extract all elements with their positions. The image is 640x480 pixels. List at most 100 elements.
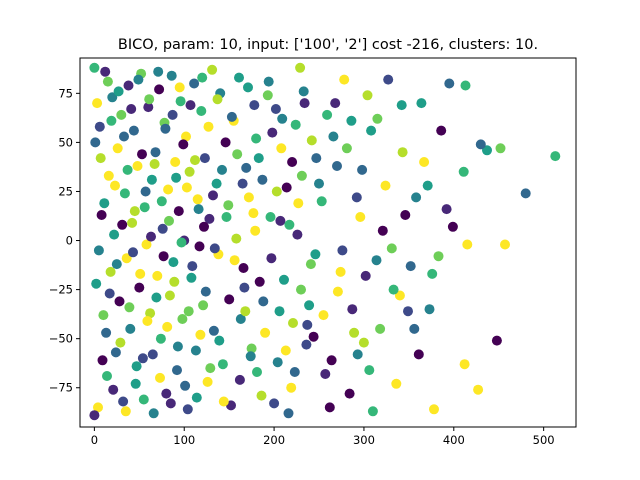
scatter-point xyxy=(208,325,219,336)
scatter-point xyxy=(132,161,143,171)
scatter-point xyxy=(250,225,261,236)
scatter-point xyxy=(462,239,473,250)
scatter-point xyxy=(211,178,222,189)
scatter-point xyxy=(161,388,172,399)
scatter-point xyxy=(229,255,240,266)
scatter-point xyxy=(102,371,112,381)
scatter-point xyxy=(107,92,118,103)
scatter-point xyxy=(155,333,166,344)
scatter-point xyxy=(153,66,164,77)
scatter-point xyxy=(220,137,231,148)
scatter-point xyxy=(113,86,124,97)
scatter-point xyxy=(163,184,174,195)
scatter-point xyxy=(332,161,342,171)
scatter-point xyxy=(314,178,324,189)
scatter-point xyxy=(299,98,310,109)
scatter-point xyxy=(91,278,102,289)
scatter-point xyxy=(383,74,394,85)
scatter-point xyxy=(110,347,121,358)
scatter-point xyxy=(274,306,285,317)
scatter-point xyxy=(269,398,280,409)
scatter-point xyxy=(380,180,391,191)
scatter-point xyxy=(141,239,152,250)
scatter-point xyxy=(262,90,273,101)
scatter-point xyxy=(246,343,257,354)
scatter-point xyxy=(324,402,335,413)
scatter-point xyxy=(550,151,561,162)
scatter-point xyxy=(172,341,183,352)
scatter-point xyxy=(190,155,200,166)
scatter-point xyxy=(89,62,100,73)
scatter-point xyxy=(243,192,254,203)
scatter-point xyxy=(167,109,178,120)
scatter-point xyxy=(286,382,297,393)
scatter-point xyxy=(279,274,289,285)
scatter-point xyxy=(127,217,138,228)
scatter-point xyxy=(375,323,386,334)
scatter-point xyxy=(171,172,182,183)
scatter-point xyxy=(197,72,208,83)
scatter-point xyxy=(151,292,162,303)
scatter-point xyxy=(199,153,210,164)
scatter-point xyxy=(122,164,133,175)
scatter-point xyxy=(105,266,116,277)
scatter-point xyxy=(272,357,283,368)
scatter-point xyxy=(223,200,234,211)
scatter-point xyxy=(89,410,100,421)
scatter-point xyxy=(232,149,243,160)
scatter-point xyxy=(174,82,185,93)
scatter-point xyxy=(185,100,196,111)
scatter-point xyxy=(310,249,321,260)
scatter-point xyxy=(239,282,250,293)
scatter-point xyxy=(357,164,368,175)
scatter-point xyxy=(447,221,458,232)
scatter-point xyxy=(304,300,315,311)
scatter-point xyxy=(311,153,322,164)
scatter-point xyxy=(181,182,192,193)
scatter-point xyxy=(482,145,492,156)
scatter-point xyxy=(424,304,435,315)
scatter-point xyxy=(134,282,145,293)
scatter-point xyxy=(106,115,117,126)
scatter-point xyxy=(117,219,128,230)
scatter-point xyxy=(287,157,298,167)
scatter-point xyxy=(270,104,281,114)
scatter-point xyxy=(352,349,363,360)
scatter-point xyxy=(377,225,388,236)
scatter-point xyxy=(293,198,304,209)
scatter-point xyxy=(144,94,155,105)
scatter-point xyxy=(459,359,470,370)
scatter-point xyxy=(290,119,301,130)
scatter-point xyxy=(388,284,399,295)
scatter-point xyxy=(128,125,139,136)
scatter-point xyxy=(302,319,313,330)
scatter-point xyxy=(119,188,130,199)
scatter-point xyxy=(296,170,307,181)
scatter-point xyxy=(208,190,218,201)
scatter-point xyxy=(120,406,131,417)
scatter-point xyxy=(260,327,271,338)
scatter-point xyxy=(150,147,161,158)
scatter-point xyxy=(221,212,232,222)
scatter-point xyxy=(94,121,105,132)
scatter-point xyxy=(173,206,184,217)
y-tick-label: −75 xyxy=(49,381,73,395)
scatter-point xyxy=(177,314,188,324)
x-tick-label: 500 xyxy=(533,433,555,447)
scatter-point xyxy=(101,327,112,338)
scatter-point xyxy=(263,76,274,87)
scatter-point xyxy=(295,62,306,73)
scatter-point xyxy=(276,143,287,154)
scatter-point xyxy=(362,90,373,101)
x-tick-label: 0 xyxy=(91,433,98,447)
scatter-point xyxy=(129,206,140,217)
scatter-point xyxy=(149,159,160,169)
scatter-point xyxy=(178,139,189,150)
scatter-point xyxy=(133,74,144,85)
scatter-point xyxy=(118,396,129,407)
scatter-point xyxy=(204,213,215,224)
scatter-point xyxy=(203,121,214,132)
scatter-point xyxy=(123,80,134,91)
scatter-point xyxy=(200,286,211,297)
